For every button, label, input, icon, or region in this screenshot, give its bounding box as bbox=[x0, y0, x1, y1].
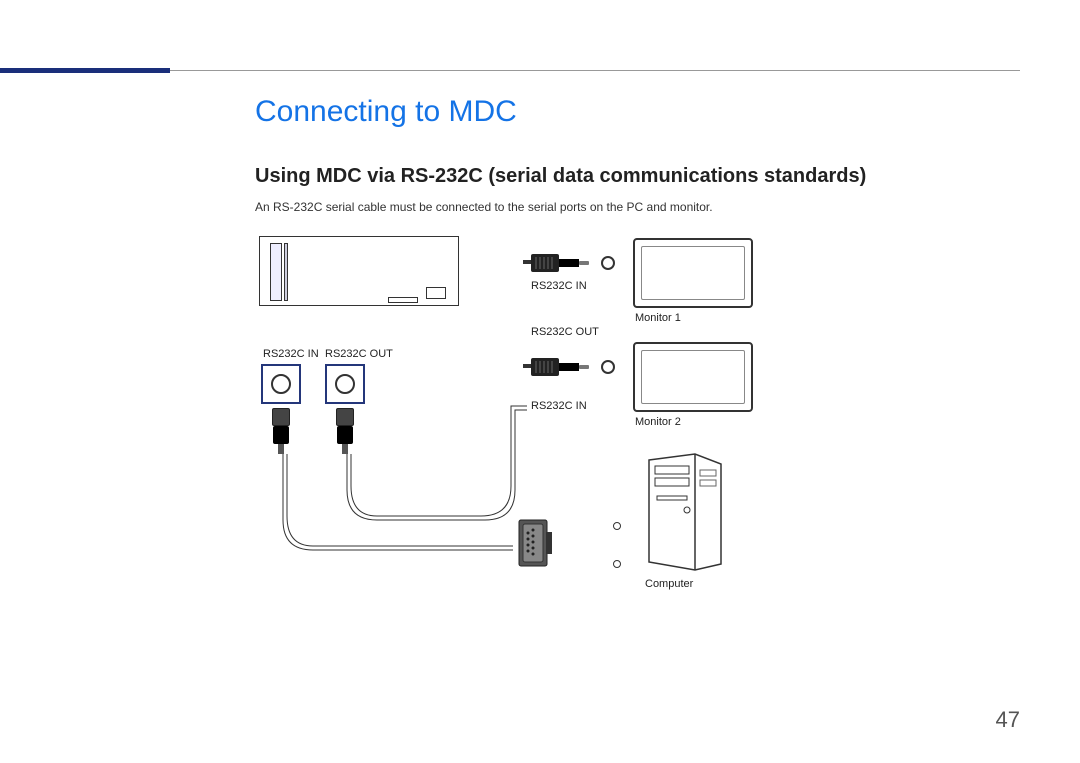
label-computer: Computer bbox=[645, 578, 693, 590]
page-number: 47 bbox=[996, 707, 1020, 733]
manual-page: Connecting to MDC Using MDC via RS-232C … bbox=[0, 0, 1080, 763]
jack-in-1 bbox=[531, 254, 591, 272]
monitor-2 bbox=[633, 342, 753, 412]
header-rule bbox=[60, 70, 1020, 71]
monitor-1 bbox=[633, 238, 753, 308]
label-monitor-1: Monitor 1 bbox=[635, 312, 681, 324]
socket-in-1 bbox=[601, 256, 615, 270]
serial-socket-dot-2 bbox=[613, 560, 621, 568]
page-body: An RS-232C serial cable must be connecte… bbox=[255, 200, 713, 214]
label-rs232c-in-2: RS232C IN bbox=[531, 400, 587, 412]
header-accent bbox=[0, 68, 170, 73]
page-title: Connecting to MDC bbox=[255, 95, 517, 129]
computer-tower-icon bbox=[645, 452, 725, 572]
serial-connector-icon bbox=[513, 518, 553, 578]
page-subtitle: Using MDC via RS-232C (serial data commu… bbox=[255, 165, 866, 188]
serial-socket-dot bbox=[613, 522, 621, 530]
jack-in-2 bbox=[531, 358, 591, 376]
label-rs232c-out-right: RS232C OUT bbox=[531, 326, 599, 338]
socket-in-2 bbox=[601, 360, 615, 374]
connection-diagram: RS232C IN RS232C OUT RS232C IN bbox=[255, 230, 755, 630]
label-monitor-2: Monitor 2 bbox=[635, 416, 681, 428]
label-rs232c-in-1: RS232C IN bbox=[531, 280, 587, 292]
